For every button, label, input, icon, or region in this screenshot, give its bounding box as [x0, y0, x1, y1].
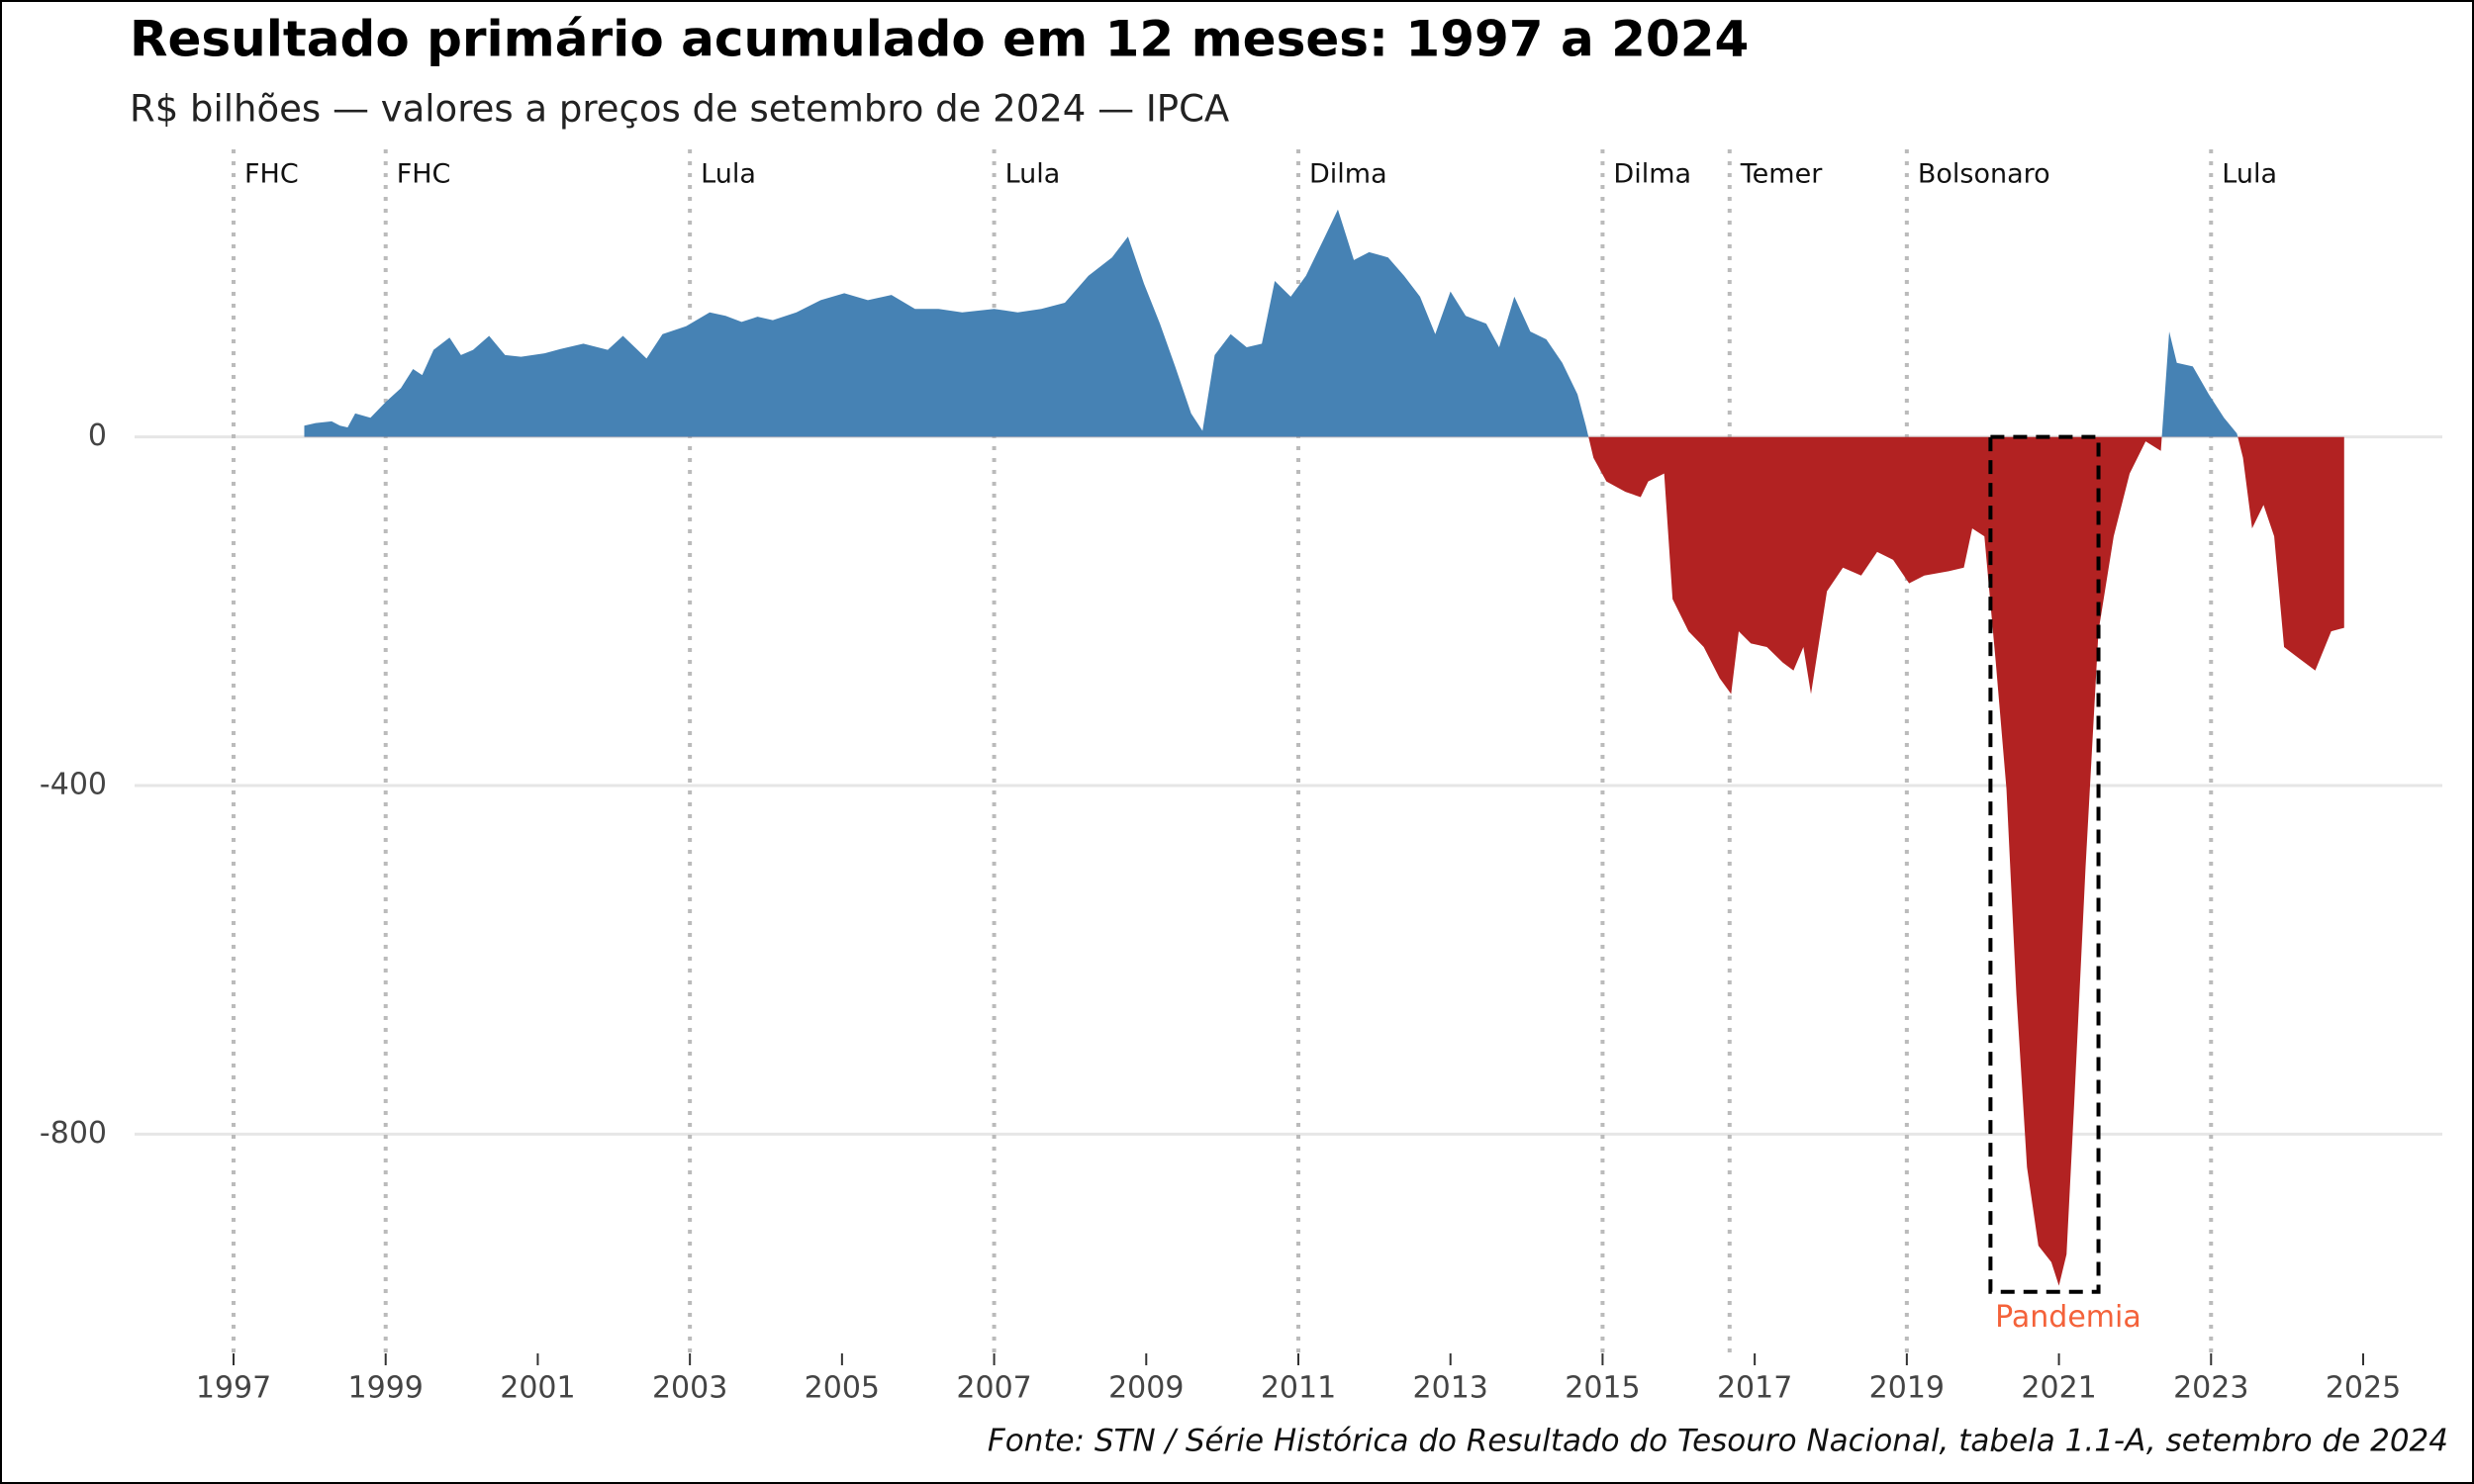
period-label: Lula	[2222, 159, 2277, 190]
period-label: Dilma	[1309, 159, 1387, 190]
chart-subtitle: R$ bilhões — valores a preços de setembr…	[130, 88, 1229, 131]
x-tick-label: 2007	[956, 1371, 1031, 1406]
x-tick-label: 2009	[1108, 1371, 1184, 1406]
area-positive	[304, 209, 2238, 437]
x-tick-label: 2001	[500, 1371, 575, 1406]
period-label: FHC	[397, 159, 451, 190]
source-note: Fonte: STN / Série Histórica do Resultad…	[988, 1424, 2448, 1459]
period-label: Bolsonaro	[1918, 159, 2050, 190]
period-label: Dilma	[1613, 159, 1691, 190]
period-label: Lula	[701, 159, 756, 190]
period-label: Temer	[1740, 159, 1823, 190]
period-label: Lula	[1005, 159, 1061, 190]
y-tick-label: 0	[88, 418, 107, 453]
x-tick-label: 2005	[805, 1371, 880, 1406]
x-tick-label: 2013	[1413, 1371, 1488, 1406]
x-tick-label: 2021	[2021, 1371, 2096, 1406]
highlight-box	[1988, 434, 2101, 1294]
x-tick-label: 2011	[1261, 1371, 1336, 1406]
period-label: FHC	[244, 159, 299, 190]
y-tick-label: -800	[40, 1116, 107, 1151]
x-tick-label: 2025	[2326, 1371, 2401, 1406]
chart-title: Resultado primário acumulado em 12 meses…	[130, 11, 1749, 68]
y-tick-label: -400	[40, 767, 107, 801]
x-tick-label: 1997	[196, 1371, 271, 1406]
x-tick-label: 1999	[348, 1371, 424, 1406]
x-tick-label: 2017	[1717, 1371, 1792, 1406]
highlight-label: Pandemia	[1995, 1300, 2141, 1335]
x-tick-label: 2015	[1565, 1371, 1640, 1406]
x-tick-label: 2023	[2173, 1371, 2248, 1406]
x-tick-label: 2003	[652, 1371, 727, 1406]
x-tick-label: 2019	[1869, 1371, 1945, 1406]
